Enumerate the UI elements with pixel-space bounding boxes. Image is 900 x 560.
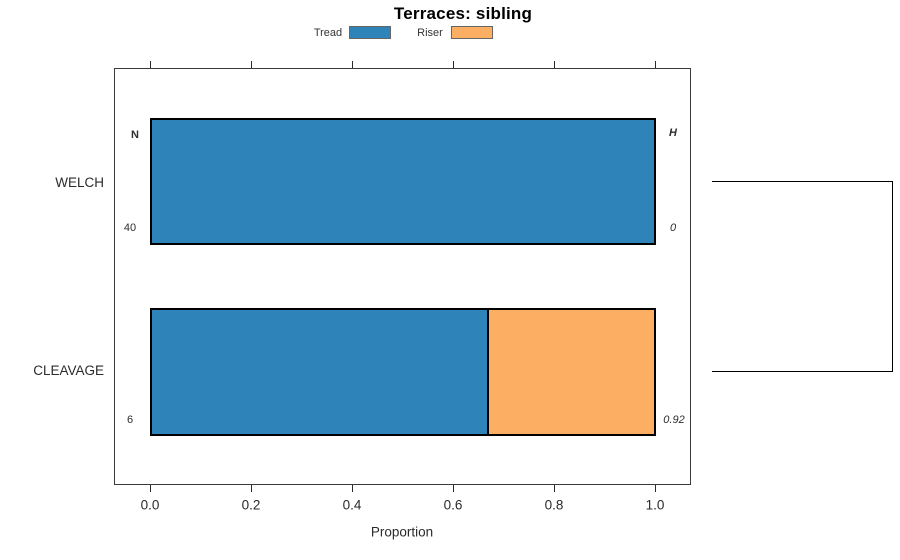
x-tick-bottom <box>453 485 454 492</box>
n-column-header: N <box>131 129 139 141</box>
y-label-welch: WELCH <box>55 175 104 190</box>
x-tick-top <box>554 61 555 68</box>
bar-cleavage-segment-tread <box>152 310 487 434</box>
cluster-bracket-vertical-line <box>892 181 893 372</box>
n-value-cleavage: 6 <box>126 414 134 426</box>
plot-frame <box>114 68 691 485</box>
bar-welch-segment-tread <box>152 120 654 243</box>
legend-swatch-tread <box>349 26 391 39</box>
x-tick-top <box>352 61 353 68</box>
x-tick-top <box>251 61 252 68</box>
x-tick-bottom <box>150 485 151 492</box>
bar-welch <box>150 118 656 245</box>
chart-title: Terraces: sibling <box>393 4 533 23</box>
x-tick-top <box>453 61 454 68</box>
cluster-bracket-bottom-line <box>712 371 893 372</box>
cluster-bracket-top-line <box>712 181 893 182</box>
h-value-welch: 0 <box>669 222 677 234</box>
x-tick-bottom <box>554 485 555 492</box>
y-label-cleavage: CLEAVAGE <box>33 363 104 378</box>
n-value-welch: 40 <box>123 222 137 234</box>
x-tick-bottom <box>352 485 353 492</box>
x-tick-label: 0.4 <box>342 497 362 513</box>
legend-label-tread: Tread <box>313 27 343 39</box>
x-tick-top <box>655 61 656 68</box>
h-value-cleavage: 0.92 <box>663 414 685 426</box>
x-tick-label: 0.6 <box>443 497 463 513</box>
x-tick-bottom <box>655 485 656 492</box>
x-tick-bottom <box>251 485 252 492</box>
legend-label-riser: Riser <box>417 27 443 39</box>
bar-cleavage-segment-riser <box>486 310 654 434</box>
x-tick-label: 0.8 <box>544 497 564 513</box>
x-tick-top <box>150 61 151 68</box>
legend-swatch-riser <box>451 26 493 39</box>
x-tick-label: 0.0 <box>140 497 160 513</box>
x-tick-label: 1.0 <box>645 497 665 513</box>
x-tick-label: 0.2 <box>241 497 261 513</box>
bar-cleavage <box>150 308 656 436</box>
x-axis-label: Proportion <box>370 524 434 540</box>
h-column-header: H <box>669 127 677 139</box>
